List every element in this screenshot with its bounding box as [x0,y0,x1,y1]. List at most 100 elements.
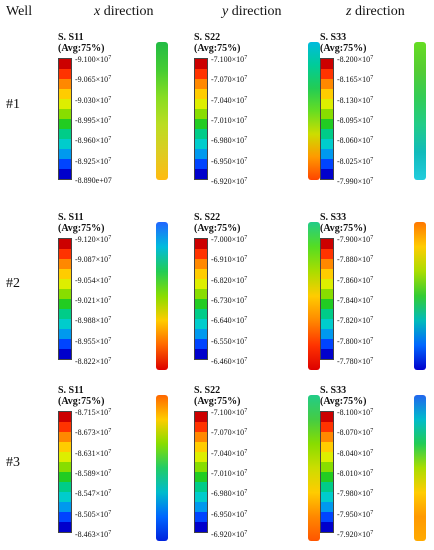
colorbar-segment [195,169,207,179]
colorbar-tick-label: -7.070×107 [211,428,248,438]
colorbar-segment [321,69,333,79]
colorbar-segment [321,349,333,359]
colorbar-segment [321,289,333,299]
colorbar-tick-label: -7.010×107 [211,469,248,478]
well-label-2: #2 [6,276,20,291]
colorbar-segment [59,442,71,452]
colorbar-segment [59,482,71,492]
colorbar [320,58,334,180]
wellbore-stress-column [156,42,168,180]
colorbar-segment [321,109,333,119]
colorbar-segment [321,149,333,159]
colorbar-segment [321,442,333,452]
colorbar-tick-label: -7.010×107 [211,116,248,125]
colorbar-segment [321,502,333,512]
colorbar-tick-label: -6.950×107 [211,156,248,166]
legend-panel: S. S11 (Avg:75%) -9.100×107 -9.065×107 -9.03… [58,32,188,192]
colorbar-tick-label: -9.065×107 [75,75,112,85]
colorbar-segment [195,239,207,249]
colorbar-tick-label: -8.025×107 [337,156,374,166]
legend-variable: S. S22 [194,212,221,223]
legend-averaging: (Avg:75%) [194,223,241,234]
colorbar-segment [321,339,333,349]
colorbar-segment [321,279,333,289]
colorbar-tick-label: -7.070×107 [211,75,248,85]
colorbar-segment [59,329,71,339]
colorbar-tick-label: -8.890e+07 [75,176,112,185]
colorbar [194,411,208,533]
colorbar-segment [59,319,71,329]
colorbar-tick-label: -6.980×107 [211,489,248,499]
colorbar-segment [59,129,71,139]
colorbar-segment [59,432,71,442]
legend-variable: S. S11 [58,212,84,223]
colorbar-tick-label: -9.030×107 [75,95,112,105]
colorbar-segment [321,309,333,319]
colorbar-tick-label: -7.820×107 [337,316,374,326]
colorbar-segment [321,129,333,139]
colorbar-segment [195,119,207,129]
colorbar-tick-label: -7.040×107 [211,95,248,105]
legend-averaging: (Avg:75%) [58,223,105,234]
colorbar-segment [59,492,71,502]
colorbar [194,58,208,180]
legend-title: S. S11 (Avg:75%) [58,212,104,234]
colorbar-tick-label: -7.900×107 [337,235,374,244]
colorbar-tick-label: -9.054×107 [75,275,112,285]
colorbar-segment [59,69,71,79]
colorbar-tick-label: -6.820×107 [211,275,248,285]
colorbar-segment [59,169,71,179]
colorbar-segment [195,79,207,89]
colorbar-segment [59,279,71,289]
colorbar-tick-label: -7.040×107 [211,448,248,458]
colorbar-segment [195,462,207,472]
colorbar-segment [59,522,71,532]
colorbar [58,238,72,360]
colorbar-tick-label: -8.095×107 [337,116,374,125]
wellbore-stress-column [308,395,320,541]
legend-panel: S. S11 (Avg:75%) -9.120×107 -9.087×107 -9.05… [58,212,188,372]
colorbar-segment [59,412,71,422]
colorbar [320,238,334,360]
colorbar-segment [321,139,333,149]
colorbar-segment [195,59,207,69]
colorbar-segment [321,512,333,522]
colorbar-segment [195,422,207,432]
legend-variable: S. S33 [320,212,347,223]
legend-title: S. S11 (Avg:75%) [58,32,104,54]
colorbar-segment [321,259,333,269]
colorbar-segment [59,269,71,279]
colorbar-segment [195,89,207,99]
colorbar-segment [59,89,71,99]
colorbar-segment [195,512,207,522]
colorbar-segment [321,299,333,309]
colorbar-tick-label: -7.100×107 [211,55,248,64]
colorbar-tick-label: -7.860×107 [337,275,374,285]
colorbar-tick-label: -8.995×107 [75,116,112,125]
colorbar-tick-label: -8.673×107 [75,428,112,438]
colorbar-tick-label: -6.980×107 [211,136,248,146]
colorbar-segment [321,319,333,329]
colorbar-segment [59,119,71,129]
colorbar-segment [195,482,207,492]
colorbar-segment [59,239,71,249]
colorbar-segment [321,169,333,179]
colorbar-tick-label: -7.780×107 [337,357,374,366]
colorbar-segment [321,472,333,482]
colorbar-tick-label: -7.000×107 [211,235,248,244]
legend-averaging: (Avg:75%) [320,223,367,234]
colorbar-segment [59,259,71,269]
colorbar-segment [59,462,71,472]
colorbar-segment [321,492,333,502]
colorbar-segment [59,59,71,69]
colorbar-segment [321,522,333,532]
colorbar-tick-label: -7.880×107 [337,255,374,265]
colorbar-segment [195,139,207,149]
well-label-1: #1 [6,97,20,112]
colorbar-segment [321,329,333,339]
colorbar-segment [195,269,207,279]
wellbore-stress-column [414,395,426,541]
wellbore-stress-column [308,42,320,180]
colorbar-tick-label: -8.165×107 [337,75,374,85]
